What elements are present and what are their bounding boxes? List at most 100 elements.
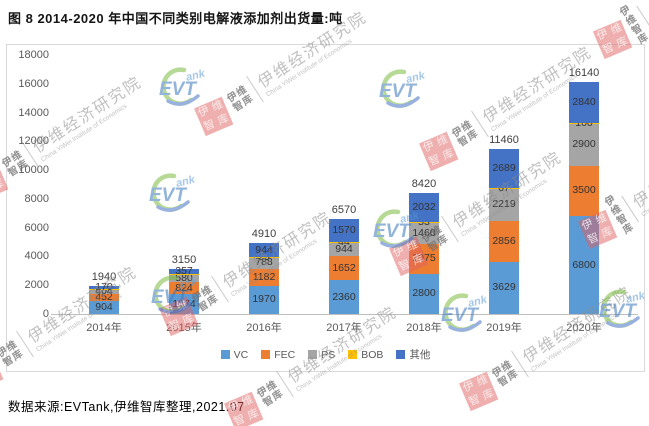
legend-item-VC: VC [220,348,249,361]
bar-segment-FEC [489,220,519,262]
y-axis-tick-label: 12000 [18,135,49,148]
bar-segment-label: 100 [575,116,593,129]
bar-segment-label: 1182 [252,270,276,283]
bar-segment-label: 2689 [492,161,516,174]
bar-total-label: 4910 [251,228,277,241]
source-note: 数据来源:EVTank,伊维智库整理,2021.07 [8,400,245,414]
bar-segment-PS [569,124,599,166]
bar-segment-label: 2032 [412,200,436,213]
bar-segment-其他 [249,243,279,257]
bar-segment-其他 [89,286,119,289]
legend-label: PS [321,348,336,361]
bar-total-label: 1940 [91,271,117,284]
bar-segment-FEC [569,165,599,217]
bar-total-label: 16140 [568,66,600,79]
bar-segment-label: 1652 [332,261,356,274]
bar-segment-label: 452 [95,291,113,304]
red-stamp-icon: 伊维智库 [0,351,4,391]
bar-segment-label: 3500 [572,184,596,197]
plot-area: 0 2000 4000 6000 8000 10000 12000 14000 16000 180… [7,45,644,371]
bar-segment-VC [409,273,439,314]
legend-item-PS: PS [308,349,335,361]
bar-segment-label: 3629 [492,281,516,294]
bar-total-label: 6570 [331,204,357,217]
bar-segment-VC [489,261,519,314]
chart-frame: 0 2000 4000 6000 8000 10000 12000 14000 16000 180… [6,44,645,372]
y-axis-tick-label: 10000 [18,164,49,177]
bar-segment-其他 [329,219,359,243]
bar-segment-label: 1374 [172,297,196,310]
legend-swatch [261,350,271,359]
y-axis-tick-label: 14000 [18,106,49,119]
bar-segment-PS [89,288,119,295]
bar-segment-FEC [89,294,119,301]
y-axis-tick-label: 4000 [24,250,49,263]
bar-segment-label: 2840 [572,95,596,108]
bar-segment-BOB [489,187,519,189]
x-axis-line [51,314,638,315]
y-axis-tick-label: 8000 [24,192,49,205]
bar-segment-PS [489,188,519,221]
legend: VC FEC PS BOB 其他 [7,347,644,362]
legend-label: FEC [274,348,296,361]
x-axis-label: 2016年 [246,322,282,334]
bar-segment-label: 2900 [572,138,596,151]
legend-item-FEC: FEC [261,349,295,361]
bar-segment-label: 1460 [412,226,436,239]
x-axis-label: 2014年 [86,322,122,334]
bar-segment-BOB [409,222,439,223]
bar-segment-VC [329,280,359,314]
legend-item-BOB: BOB [348,349,383,361]
x-axis-label: 2019年 [486,322,522,334]
bar-segment-label: 904 [95,300,113,313]
y-axis-tick-label: 16000 [18,77,49,90]
bar-segment-PS [249,257,279,269]
bar-total-label: 3150 [171,253,197,266]
legend-label: VC [233,348,249,361]
bar-segment-label: 788 [255,256,273,269]
bar-segment-BOB [329,242,359,243]
bar-segment-其他 [489,149,519,188]
legend-swatch [396,350,406,359]
y-axis-tick-label: 0 [42,308,49,320]
legend-label: 其他 [409,349,431,361]
bar-segment-label: 2360 [332,290,356,303]
y-axis-tick-label: 18000 [18,49,49,61]
bar-segment-label: 824 [175,281,193,294]
chart-title: 图 8 2014-2020 年中国不同类别电解液添加剂出货量:吨 [8,11,343,26]
bar-segment-label: 2856 [492,234,516,247]
legend-label: BOB [361,348,384,361]
bar-total-label: 11460 [489,134,519,147]
bar-segment-label: 1570 [332,224,356,237]
bar-segment-PS [329,242,359,257]
bar-segment-label: 2800 [412,287,436,300]
bar-segment-label: 170 [95,280,113,293]
legend-swatch [220,350,230,359]
bar-segment-FEC [249,268,279,286]
x-axis-label: 2017年 [326,322,362,334]
y-axis-tick-label: 2000 [24,279,49,292]
red-stamp-icon: 伊维智库 [458,371,499,411]
bar-total-label: 8420 [411,177,437,190]
legend-item-其他: 其他 [396,347,430,362]
bar-segment-label: 2219 [492,198,516,211]
bar-segment-其他 [569,81,599,123]
bar-segment-label: 6800 [572,258,596,271]
bar-segment-label: 2075 [412,252,436,265]
bar-segment-label: 944 [335,242,353,255]
watermark-side-text: 伊维 智库 [618,3,649,47]
bar-segment-VC [249,285,279,314]
x-axis-label: 2020年 [566,322,602,334]
bar-segment-label: 404 [95,285,113,298]
legend-swatch [308,350,318,359]
x-axis-label: 2018年 [406,322,442,334]
bar-segment-其他 [409,192,439,223]
bar-segment-VC [89,300,119,314]
y-axis-tick-label: 6000 [24,221,49,234]
watermark-side-text: 伊维 智库 [255,378,286,409]
x-axis-label: 2015年 [166,322,202,334]
bar-segment-其他 [169,268,199,274]
bar-segment-label: 357 [175,264,193,277]
